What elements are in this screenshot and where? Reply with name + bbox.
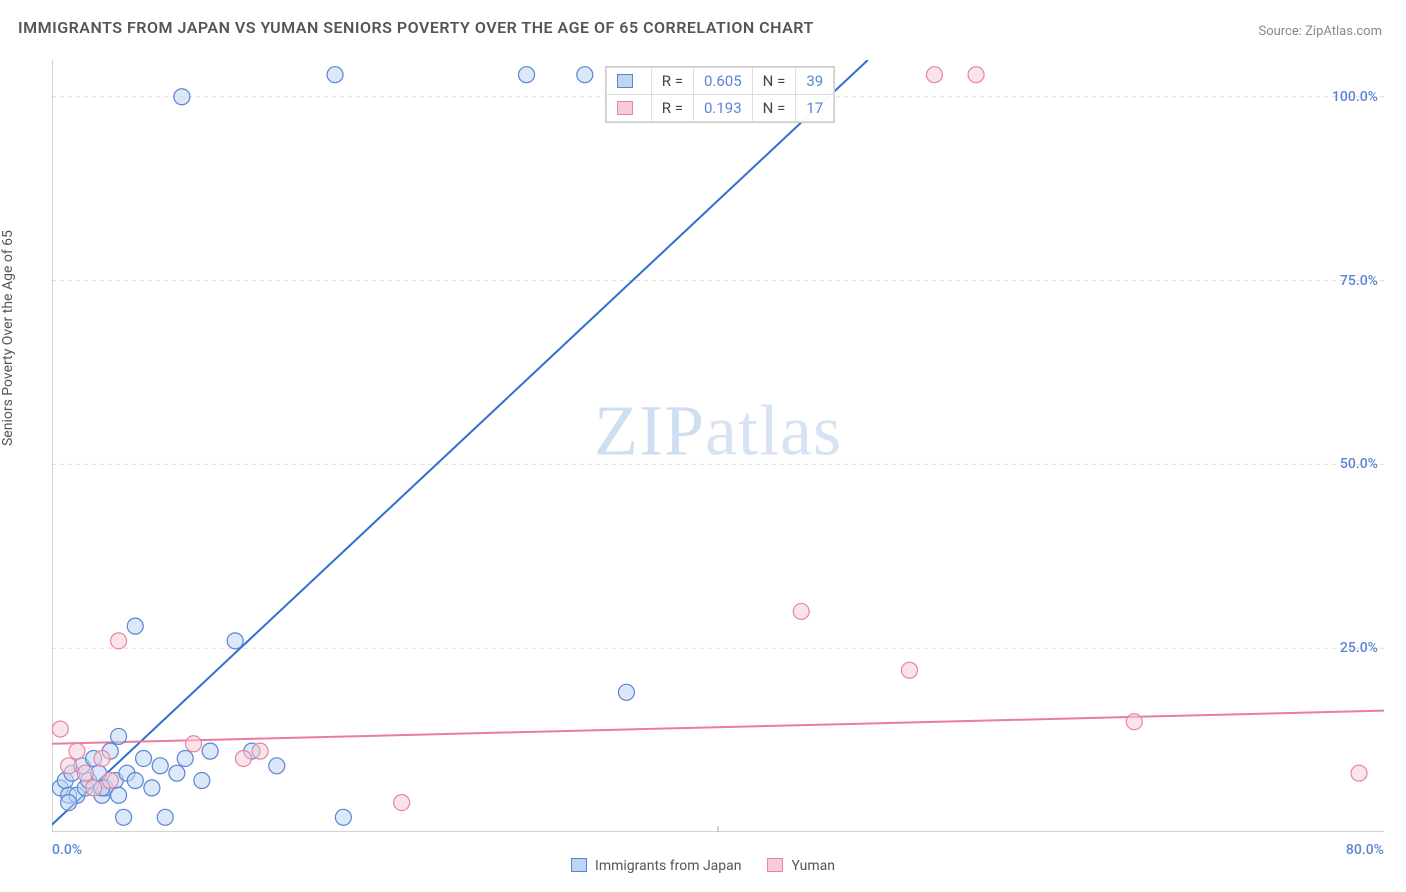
x-axis-tick-min: 0.0% <box>52 842 82 858</box>
chart-title: IMMIGRANTS FROM JAPAN VS YUMAN SENIORS P… <box>18 18 814 37</box>
legend-item: Yuman <box>768 858 835 874</box>
scatter-plot <box>52 60 1384 832</box>
y-axis-tick-label: 50.0% <box>1340 456 1378 472</box>
x-axis-tick-max: 80.0% <box>1346 842 1384 858</box>
y-axis-tick-label: 75.0% <box>1340 273 1378 289</box>
correlation-legend: R =0.605N =39R =0.193N =17 <box>605 66 835 123</box>
legend-item: Immigrants from Japan <box>571 858 741 874</box>
chart-area: ZIPatlas 25.0%50.0%75.0%100.0% R =0.605N… <box>52 60 1384 832</box>
source-attribution: Source: ZipAtlas.com <box>1258 24 1382 39</box>
y-axis-label: Seniors Poverty Over the Age of 65 <box>0 230 16 446</box>
y-axis-tick-label: 25.0% <box>1340 640 1378 656</box>
y-axis-tick-label: 100.0% <box>1332 89 1378 105</box>
series-legend: Immigrants from Japan Yuman <box>571 858 835 874</box>
